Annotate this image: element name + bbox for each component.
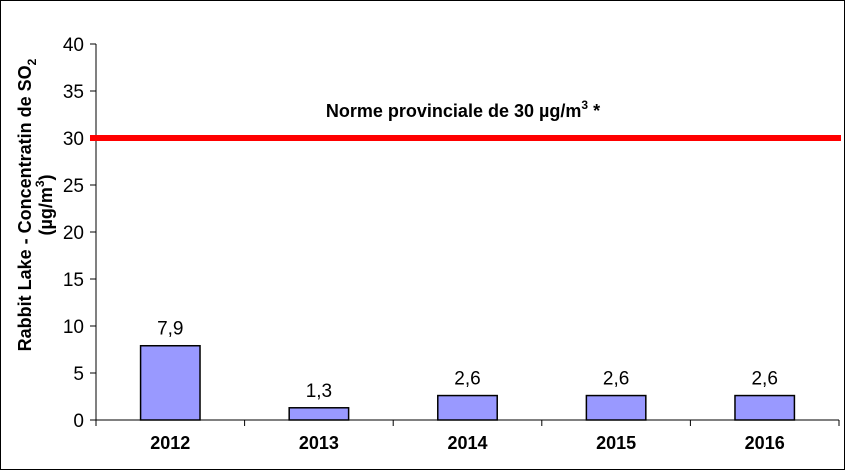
bar-value-label: 1,3 xyxy=(306,381,332,402)
y-axis-title-unit-superscript: 3 xyxy=(33,180,47,187)
x-axis-ticks: 2012 2013 2014 2015 2016 xyxy=(95,420,840,453)
y-axis-title-line2: (µg/m3) xyxy=(33,174,56,235)
y-tick-label: 35 xyxy=(63,82,84,103)
y-axis-title-unit-close: ) xyxy=(36,174,56,180)
bars xyxy=(139,344,796,421)
bar xyxy=(437,394,498,421)
x-tick-label: 2015 xyxy=(596,433,636,453)
y-axis-title-text: Rabbit Lake - Concentratin de SO xyxy=(15,65,35,351)
x-tick-label: 2013 xyxy=(299,433,339,453)
reference-line-label: Norme provinciale de 30 µg/m3 * xyxy=(326,98,600,121)
y-axis-title-subscript: 2 xyxy=(25,58,39,65)
bar xyxy=(288,407,350,421)
bar xyxy=(585,394,647,421)
bar-value-label: 2,6 xyxy=(751,369,777,390)
bar-value-label: 7,9 xyxy=(157,319,183,340)
y-tick-label: 20 xyxy=(63,223,84,244)
bar xyxy=(734,394,796,421)
bar-value-label: 2,6 xyxy=(454,369,480,390)
y-tick-label: 40 xyxy=(63,35,84,56)
bar-value-label: 2,6 xyxy=(603,369,629,390)
y-axis-title-unit: (µg/m xyxy=(36,187,56,235)
y-axis-title-line1: Rabbit Lake - Concentratin de SO2 xyxy=(15,58,39,351)
reference-label-suffix: * xyxy=(588,101,600,121)
y-tick-label: 0 xyxy=(73,411,84,432)
x-tick-label: 2016 xyxy=(745,433,785,453)
y-tick-label: 30 xyxy=(63,129,84,150)
y-tick-label: 10 xyxy=(63,317,84,338)
y-tick-label: 15 xyxy=(63,270,84,291)
y-axis-ticks: 0 5 10 15 20 25 30 35 40 xyxy=(63,35,96,432)
y-tick-label: 25 xyxy=(63,176,84,197)
x-tick-label: 2012 xyxy=(150,433,190,453)
bar xyxy=(139,344,201,421)
data-labels: 7,9 1,3 2,6 2,6 2,6 xyxy=(157,319,778,402)
y-tick-label: 5 xyxy=(73,364,84,385)
reference-label-main: Norme provinciale de 30 µg/m xyxy=(326,101,581,121)
x-tick-label: 2014 xyxy=(447,433,487,453)
y-axis-title: Rabbit Lake - Concentratin de SO2 (µg/m3… xyxy=(15,58,56,351)
reference-label-superscript: 3 xyxy=(581,98,588,112)
